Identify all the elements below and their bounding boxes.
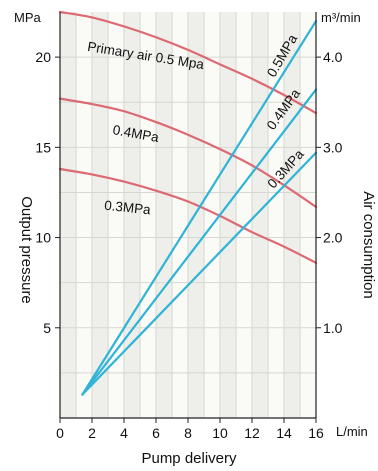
grid-stripe [188,12,204,418]
x-unit: L/min [336,424,368,439]
x-tick-label: 0 [56,425,64,441]
y-axis-title-left: Output pressure [18,196,35,304]
y-unit-right: m³/min [321,10,361,25]
x-tick-label: 12 [244,425,260,441]
y-tick-label-left: 10 [35,230,51,246]
grid-stripe [284,12,300,418]
x-axis-title: Pump delivery [141,450,237,467]
y-unit-left: MPa [14,10,42,25]
grid-stripe [60,12,76,418]
y-tick-label-right: 2.0 [323,230,343,246]
y-tick-label-left: 20 [35,49,51,65]
grid-stripe [220,12,236,418]
y-tick-label-right: 3.0 [323,139,343,155]
x-tick-label: 14 [276,425,292,441]
y-tick-label-right: 4.0 [323,49,343,65]
grid-stripe [156,12,172,418]
y-tick-label-left: 15 [35,139,51,155]
y-tick-label-left: 5 [43,320,51,336]
x-tick-label: 8 [184,425,192,441]
x-tick-label: 16 [308,425,324,441]
x-tick-label: 10 [212,425,228,441]
x-tick-label: 6 [152,425,160,441]
x-tick-label: 4 [120,425,128,441]
x-tick-label: 2 [88,425,96,441]
y-axis-title-right: Air consumption [360,191,377,299]
y-tick-label-right: 1.0 [323,320,343,336]
